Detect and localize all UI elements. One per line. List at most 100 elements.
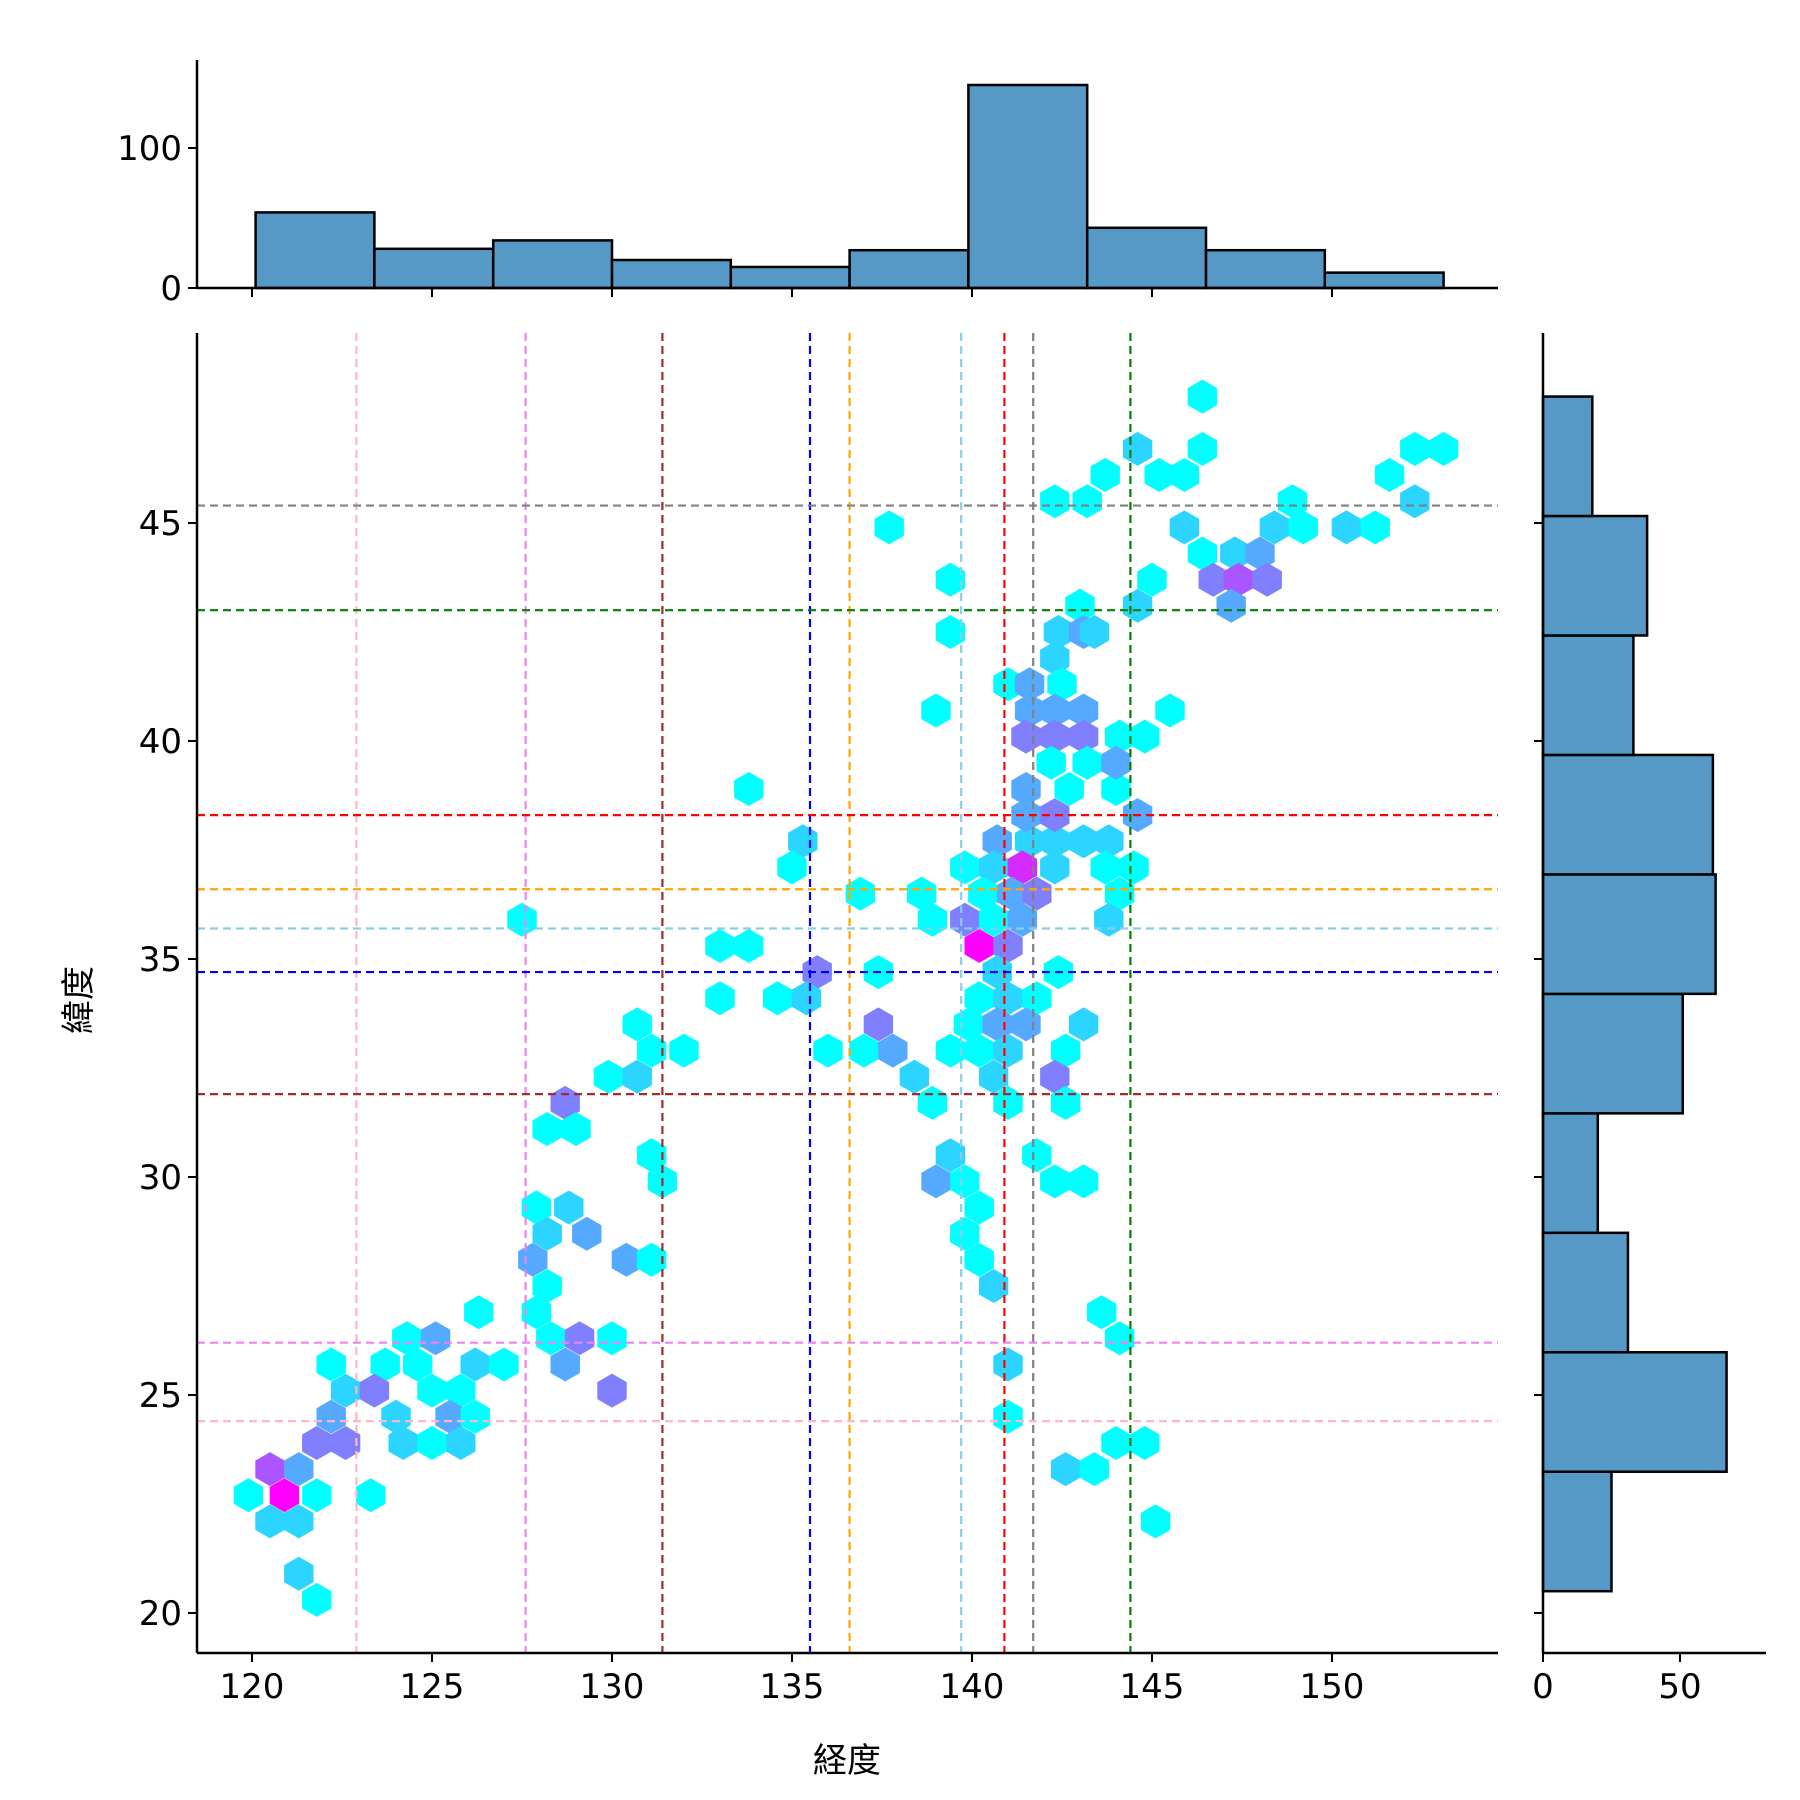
hexbin-cell [878,1033,908,1068]
hexbin-cell [1104,876,1135,911]
hexbin-cell [1331,510,1362,545]
hexbin-cell [388,1426,418,1460]
hexbin-cell [964,1242,994,1277]
hexbin-cell [370,1347,400,1382]
hexbin-cell [1101,745,1131,780]
hexbin-cell [593,1059,624,1094]
hexbin-cell [874,510,904,545]
hexbin-cell [845,876,876,911]
right-histogram-bar [1541,1470,1613,1593]
hexbin-cell [284,1504,314,1539]
hexbin-cell [1187,379,1218,414]
hexbin-cell [1400,484,1430,519]
x-tick-label: 150 [1300,1667,1365,1707]
hexbin-cell [1101,1426,1131,1460]
x-tick-label: 140 [940,1667,1005,1707]
hexbin-cell [532,1269,562,1303]
hexbin-layer [233,379,1459,1617]
hexbin-cell [1072,745,1102,780]
right-histogram-bar [1541,514,1649,637]
hexbin-cell [636,1138,667,1173]
hexbin-cell [597,1373,627,1408]
hexbin-cell [284,1556,314,1591]
hexbin-cell [330,1373,361,1408]
hexbin-cell [1040,719,1070,754]
hexbin-cell [1040,850,1070,885]
top-y-tick-label: 100 [117,129,182,169]
right-histogram-bar [1541,873,1717,996]
top-histogram-bar [729,265,851,290]
y-tick-label: 45 [139,504,182,544]
hexbin-cell [950,850,980,885]
hexbin-cell [1360,510,1390,545]
hexbin-cell [978,850,1009,885]
hexbin-cell [1140,1504,1171,1539]
hexbin-cell [1040,824,1070,859]
top-marginal-histogram: 0 100 [117,60,1498,309]
hexbin-cell [622,1059,652,1094]
hexbin-cell [435,1399,465,1434]
hexbin-cell [917,1085,948,1120]
y-tick-label: 40 [139,722,182,762]
hexbin-cell [1245,536,1275,571]
hexbin-cell [622,1007,652,1042]
hexbin-cell [1050,1452,1081,1487]
right-histogram-bars [1541,395,1728,1593]
hexbin-cell [968,876,998,911]
hexbin-cell [316,1399,346,1434]
hexbin-cell [1094,824,1124,859]
hexbin-cell [1277,484,1308,519]
top-histogram-bar [610,258,733,290]
x-tick-label: 120 [220,1667,285,1707]
y-tick-label: 30 [139,1158,182,1198]
hexbin-cell [1040,1164,1070,1199]
hexbin-cell [1198,562,1228,597]
hexbin-cell [521,1190,552,1225]
hexbin-cell [964,1190,994,1225]
hexbin-cell [460,1347,490,1382]
hexbin-cell [532,1112,562,1146]
hexbin-cell [1187,536,1218,571]
hexbin-cell [417,1373,447,1408]
top-histogram-bar [967,83,1089,290]
hexbin-cell [1022,981,1052,1016]
top-histogram-bar [491,239,614,290]
hexbin-cell [935,1138,966,1173]
hexbin-cell [993,1085,1023,1120]
hexbin-cell [1022,876,1052,911]
hexbin-cell [1014,667,1045,702]
x-tick-label: 145 [1120,1667,1185,1707]
hexbin-cell [734,928,764,963]
hexbin-cell [302,1478,332,1513]
hexbin-cell [1259,510,1290,545]
top-histogram-bar [254,211,376,290]
hexbin-cell [1119,850,1149,885]
hexbin-cell [964,1033,994,1068]
x-tick-label: 125 [400,1667,465,1707]
main-y-ticks: 20 25 30 35 40 45 [139,504,197,1634]
hexbin-cell [1090,458,1120,492]
hexbin-cell [550,1085,580,1120]
hexbin-cell [906,876,937,911]
hexbin-cell [1137,562,1167,597]
hexbin-cell [417,1426,447,1460]
hexbin-cell [964,928,994,963]
y-axis-title: 緯度 [59,966,99,1034]
y-tick-label: 25 [139,1376,182,1416]
right-histogram-bar [1541,1231,1630,1354]
hexbin-cell [705,928,735,963]
hexbin-cell [255,1452,285,1487]
hexbin-cell [597,1321,627,1356]
right-histogram-ticks: 0 50 [1532,522,1702,1707]
hexbin-cell [420,1321,451,1356]
x-tick-label: 130 [580,1667,645,1707]
hexbin-cell [518,1242,548,1277]
top-histogram-bar [1323,271,1445,290]
hexbin-cell [669,1033,699,1068]
right-histogram-bar [1541,992,1684,1115]
hexbin-cell [1068,719,1099,754]
hexbin-cell [402,1347,433,1382]
hexbin-cell [302,1582,332,1617]
top-histogram-bar [1085,226,1208,290]
